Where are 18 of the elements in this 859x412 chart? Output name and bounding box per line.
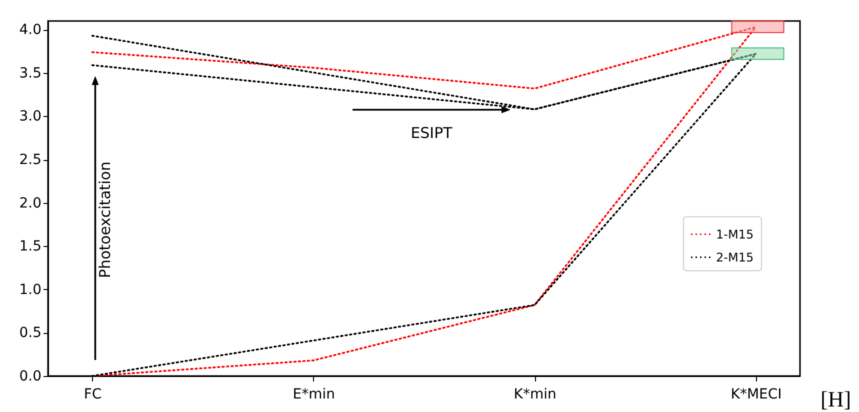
y-tick-label: 4.0 [19, 22, 42, 38]
y-tick-label: 0.5 [19, 325, 42, 342]
x-axis-title: [H] [820, 386, 852, 412]
x-tick-label: K*MECI [730, 386, 782, 402]
y-tick-label: 3.5 [19, 65, 42, 82]
annotation: ESIPT [410, 124, 454, 142]
x-tick-label: FC [84, 386, 102, 402]
y-tick-label: 2.0 [19, 195, 42, 212]
x-tick-label: E*min [292, 386, 336, 402]
y-tick-label: 3.0 [19, 108, 42, 125]
legend-label: 1-M15 [716, 227, 754, 242]
annotation: Photoexcitation [96, 162, 114, 278]
y-tick-label: 1.5 [19, 238, 42, 255]
y-tick-label: 0.0 [19, 368, 42, 384]
y-tick-label: 2.5 [19, 152, 42, 168]
y-tick-label: 1.0 [19, 282, 42, 298]
legend-label: 2-M15 [716, 250, 754, 264]
x-tick-label: K*min [514, 386, 556, 402]
